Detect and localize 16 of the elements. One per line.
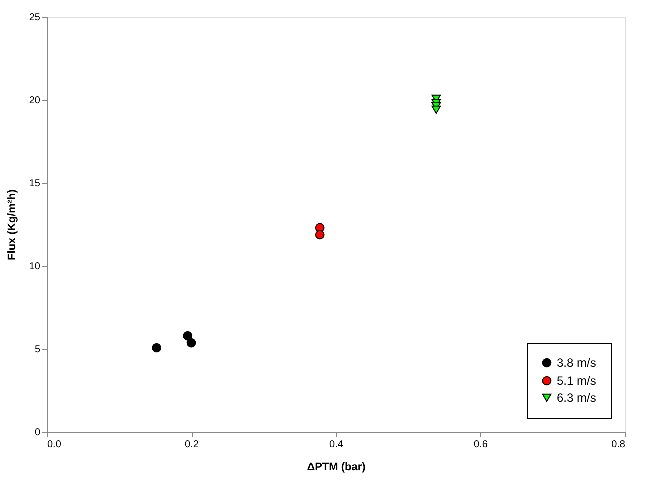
y-tick-label: 5 — [34, 344, 41, 356]
legend-label: 3.8 m/s — [557, 356, 596, 370]
x-axis-title: ΔPTM (bar) — [307, 462, 366, 474]
y-tick-label: 15 — [29, 178, 41, 190]
y-tick-label: 0 — [34, 428, 41, 438]
x-tick-label: 0.8 — [612, 440, 626, 450]
y-axis-title: Flux (Kg/m²h) — [6, 189, 18, 260]
x-tick-label: 0.6 — [474, 440, 488, 450]
y-tick-label: 25 — [29, 12, 41, 24]
x-tick-label: 0.0 — [48, 440, 62, 450]
y-tick-label: 20 — [29, 96, 41, 106]
x-tick-label: 0.2 — [185, 440, 200, 450]
x-tick-label: 0.4 — [330, 440, 344, 450]
legend-label: 5.1 m/s — [557, 374, 596, 388]
legend-label: 6.3 m/s — [557, 391, 596, 405]
y-tick-label: 10 — [29, 262, 41, 272]
